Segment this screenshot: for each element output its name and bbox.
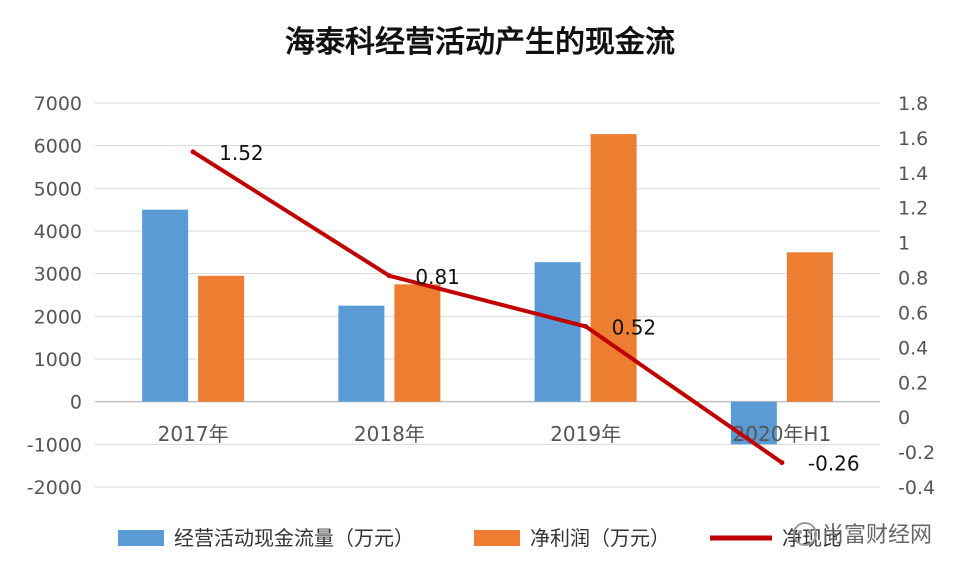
wechat-icon <box>793 522 817 546</box>
legend-label: 净利润（万元） <box>530 526 670 550</box>
right-tick-label: -0.2 <box>898 442 935 464</box>
legend: 经营活动现金流量（万元） 净利润（万元） 净现比 <box>118 526 842 550</box>
wechat-icon-eye-right <box>808 530 812 534</box>
line-point <box>779 460 785 466</box>
bar-netprofit <box>198 275 245 402</box>
left-axis: 7000 6000 5000 4000 3000 2000 1000 0 -1000 -2000 <box>27 93 82 499</box>
right-tick-label: 0 <box>898 407 910 429</box>
line-netcash-ratio <box>192 150 784 465</box>
legend-label: 净现比 <box>782 526 842 550</box>
legend-label: 经营活动现金流量（万元） <box>174 526 414 550</box>
left-tick-label: 2000 <box>34 306 82 328</box>
right-tick-label: 1.8 <box>898 93 928 115</box>
bar-netprofit <box>590 134 637 402</box>
data-label: 0.52 <box>612 315 657 339</box>
watermark: 尚富财经网 <box>793 522 932 548</box>
left-tick-label: -1000 <box>27 434 82 456</box>
bar-cashflow <box>534 262 581 402</box>
data-label: 1.52 <box>219 141 264 165</box>
category-label: 2018年 <box>354 422 425 446</box>
right-tick-label: -0.4 <box>898 477 935 499</box>
right-tick-label: 1.4 <box>898 163 928 185</box>
right-tick-label: 0.4 <box>898 337 928 359</box>
right-tick-label: 1 <box>898 233 910 255</box>
right-tick-label: 0.6 <box>898 302 928 324</box>
data-label: 0.81 <box>415 265 460 289</box>
category-axis: 2017年 2018年 2019年 2020年H1 <box>158 422 832 446</box>
left-tick-label: 1000 <box>34 349 82 371</box>
right-tick-label: 0.8 <box>898 268 928 290</box>
right-tick-label: 1.6 <box>898 128 928 150</box>
left-tick-label: 7000 <box>34 93 82 115</box>
left-tick-label: 4000 <box>34 221 82 243</box>
bar-cashflow <box>730 401 777 445</box>
wechat-icon-eye-left <box>798 530 802 534</box>
legend-swatch <box>474 530 520 546</box>
legend-swatch <box>118 530 164 546</box>
category-label: 2017年 <box>158 422 229 446</box>
bar-cashflow <box>338 305 385 402</box>
line-point <box>386 273 392 279</box>
left-tick-label: 6000 <box>34 136 82 158</box>
left-tick-label: 0 <box>70 392 82 414</box>
bar-netprofit <box>786 252 833 402</box>
left-tick-label: 3000 <box>34 264 82 286</box>
right-tick-label: 0.2 <box>898 372 928 394</box>
bar-series <box>142 134 833 445</box>
left-tick-label: -2000 <box>27 477 82 499</box>
bar-cashflow <box>142 209 189 402</box>
line-series: 1.52 0.81 0.52 -0.26 <box>190 141 860 476</box>
category-label: 2020年H1 <box>733 422 832 446</box>
category-label: 2019年 <box>550 422 621 446</box>
line-point <box>190 149 196 155</box>
right-axis: 1.8 1.6 1.4 1.2 1 0.8 0.6 0.4 0.2 0 -0.2 -0.4 <box>898 93 935 499</box>
line-point <box>583 323 589 329</box>
bar-netprofit <box>394 284 441 402</box>
right-tick-label: 1.2 <box>898 198 928 220</box>
watermark-text: 尚富财经网 <box>822 523 932 548</box>
data-label: -0.26 <box>808 452 860 476</box>
left-tick-label: 5000 <box>34 178 82 200</box>
chart-title: 海泰科经营活动产生的现金流 <box>285 25 675 60</box>
